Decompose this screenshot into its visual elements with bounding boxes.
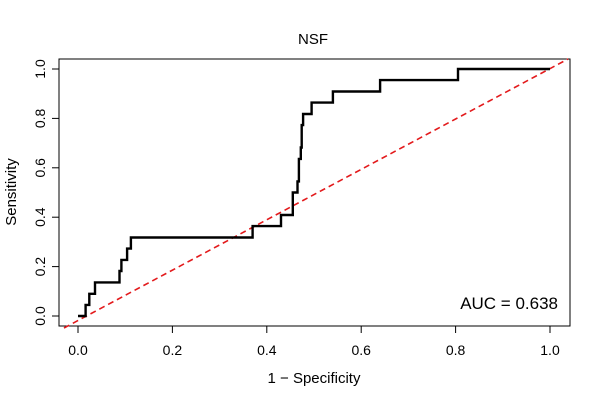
- y-tick-label: 0.0: [32, 306, 48, 326]
- x-axis-title: 1 − Specificity: [268, 370, 361, 387]
- y-tick-label: 0.4: [32, 207, 48, 227]
- auc-annotation: AUC = 0.638: [460, 294, 558, 313]
- chart-title: NSF: [298, 31, 328, 48]
- y-tick-label: 0.6: [32, 158, 48, 178]
- chance-diagonal-line: [63, 58, 569, 329]
- y-tick-label: 0.2: [32, 257, 48, 277]
- x-tick-label: 0.0: [68, 342, 88, 358]
- series-layer: [63, 58, 569, 329]
- y-tick-label: 1.0: [32, 59, 48, 79]
- plot-frame: [58, 58, 571, 327]
- x-axis: 0.0 0.2 0.4 0.6 0.8 1.0: [68, 325, 560, 358]
- x-tick-label: 0.4: [257, 342, 277, 358]
- x-tick-label: 0.2: [163, 342, 183, 358]
- y-axis: 0.0 0.2 0.4 0.6 0.8 1.0: [32, 59, 60, 326]
- x-tick-label: 1.0: [540, 342, 560, 358]
- x-tick-label: 0.8: [446, 342, 466, 358]
- y-tick-label: 0.8: [32, 108, 48, 128]
- x-tick-label: 0.6: [351, 342, 371, 358]
- y-axis-title: Sensitivity: [3, 158, 20, 226]
- roc-curve-line: [78, 67, 550, 318]
